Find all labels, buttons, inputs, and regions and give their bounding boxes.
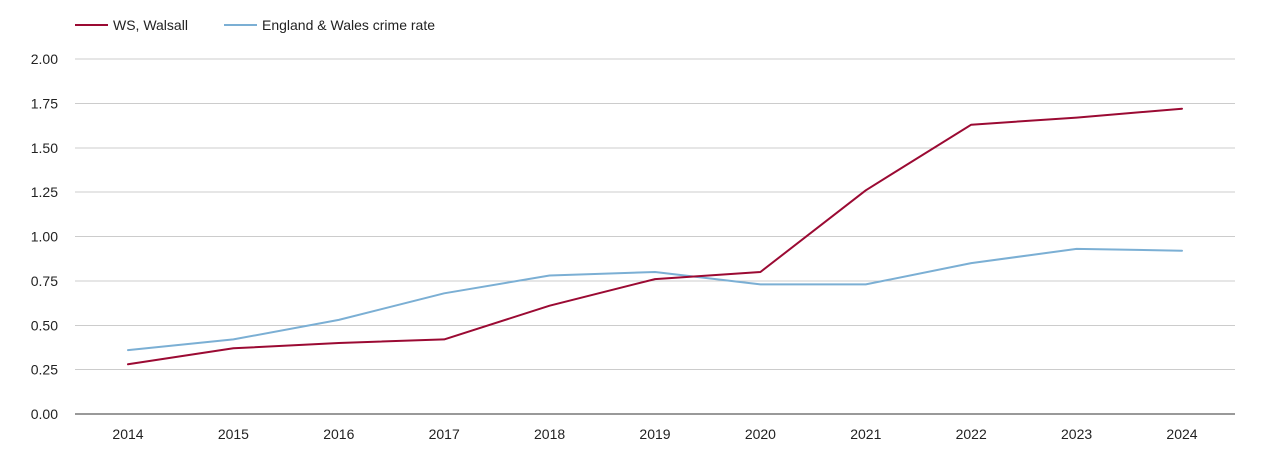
- series-line-walsall: [127, 107, 1183, 366]
- legend-label-walsall: WS, Walsall: [113, 17, 188, 33]
- x-tick-label: 2022: [956, 426, 987, 442]
- x-tick-label: 2019: [639, 426, 670, 442]
- x-tick-label: 2018: [534, 426, 565, 442]
- y-tick-label: 1.00: [31, 229, 58, 245]
- x-axis: 2014 2015 2016 2017 2018 2019 2020 2021 2022 2023…: [112, 426, 1197, 442]
- y-tick-label: 0.75: [31, 273, 58, 289]
- x-tick-label: 2016: [323, 426, 354, 442]
- series-lines: [127, 107, 1183, 366]
- x-tick-label: 2014: [112, 426, 143, 442]
- y-tick-label: 0.00: [31, 406, 58, 422]
- series-line-england-wales: [127, 247, 1183, 352]
- gridlines: [75, 58, 1235, 415]
- legend-label-england-wales: England & Wales crime rate: [262, 17, 435, 33]
- legend-item-walsall[interactable]: WS, Walsall: [75, 17, 188, 33]
- y-tick-label: 1.75: [31, 95, 58, 111]
- x-tick-label: 2023: [1061, 426, 1092, 442]
- x-tick-label: 2021: [850, 426, 881, 442]
- legend-item-england-wales[interactable]: England & Wales crime rate: [224, 17, 435, 33]
- y-tick-label: 1.25: [31, 184, 58, 200]
- y-tick-label: 0.50: [31, 317, 58, 333]
- legend: WS, Walsall England & Wales crime rate: [75, 17, 435, 33]
- x-tick-label: 2020: [745, 426, 776, 442]
- x-tick-label: 2024: [1166, 426, 1197, 442]
- x-tick-label: 2015: [218, 426, 249, 442]
- y-tick-label: 0.25: [31, 362, 58, 378]
- x-tick-label: 2017: [429, 426, 460, 442]
- y-tick-label: 2.00: [31, 51, 58, 67]
- y-axis: 0.00 0.25 0.50 0.75 1.00 1.25 1.50 1.75 2.00: [31, 51, 58, 422]
- y-tick-label: 1.50: [31, 140, 58, 156]
